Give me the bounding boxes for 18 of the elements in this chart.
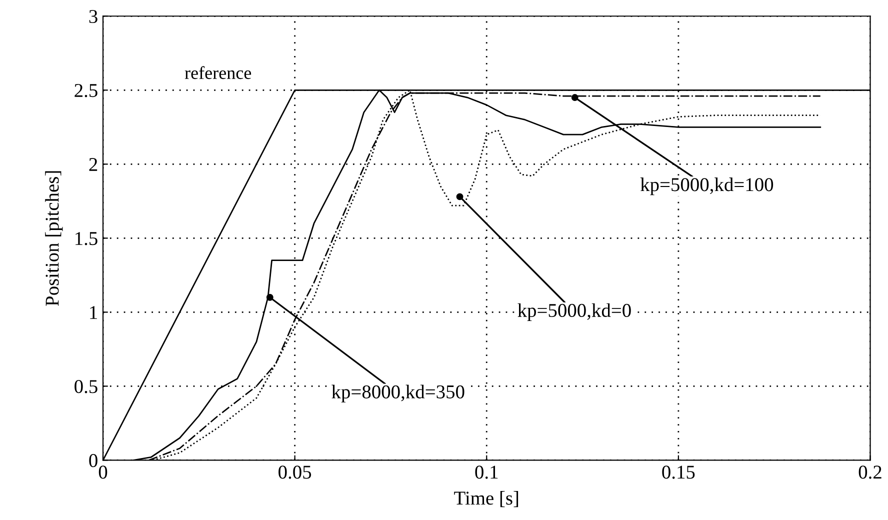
annotation: kp=5000,kd=0 [518, 303, 631, 321]
annotation: kp=5000,kd=100 [640, 178, 774, 196]
x-axis-title: Time [s] [454, 491, 518, 508]
x-tick-label: 0.1 [475, 466, 498, 479]
y-tick-label: 0.5 [74, 380, 98, 394]
annotation: kp=8000,kd=350 [332, 384, 464, 402]
y-tick-label: 1.5 [76, 232, 98, 246]
y-tick-label: 2 [89, 158, 98, 171]
y-tick-label: 3 [89, 10, 98, 24]
text: reference [184, 66, 252, 80]
y-tick-label: 0 [89, 454, 98, 468]
x-tick-label: 0 [98, 466, 108, 479]
x-tick-label: 0.15 [662, 466, 695, 479]
y-tick-label: 2.5 [74, 84, 98, 98]
x-tick-label: 0.2 [858, 466, 882, 479]
y-axis-title: Position [pitches] [45, 171, 63, 306]
y-tick-label: 1 [90, 306, 97, 319]
x-tick-label: 0.05 [278, 466, 312, 479]
